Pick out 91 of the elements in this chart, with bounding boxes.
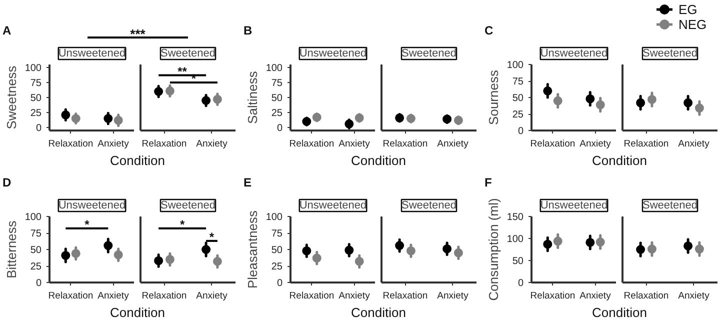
chart-title: D [2, 176, 12, 190]
y-tick-label: 50 [271, 245, 283, 256]
x-tick-label: Anxiety [196, 290, 228, 302]
x-tick-label: Anxiety [580, 138, 612, 150]
chart-subtitle: Unsweetened [58, 200, 126, 212]
x-axis-title: Condition [592, 153, 647, 168]
y-tick-label: 75 [271, 78, 283, 89]
y-tick-label: 75 [271, 228, 283, 240]
y-tick-label: 25 [30, 262, 42, 272]
y-tick-label: 100 [266, 63, 283, 74]
chart-subtitle: Unsweetened [58, 48, 126, 60]
y-axis-title: Saltiness [244, 70, 260, 124]
x-tick-label: Relaxation [624, 138, 669, 150]
chart-subtitle: Sweetened [160, 200, 216, 212]
legend-label: EG [678, 2, 698, 17]
chart-subtitle: Sweetened [401, 200, 457, 212]
x-tick-label: Anxiety [338, 290, 370, 302]
y-tick-label: 100 [24, 212, 42, 223]
chart-title: A [2, 24, 12, 38]
x-axis-title: Condition [351, 153, 406, 168]
y-tick-label: 0 [518, 278, 524, 289]
x-tick-label: Relaxation [142, 290, 187, 302]
y-tick-label: 0 [518, 126, 524, 137]
x-tick-label: Relaxation [382, 290, 428, 302]
x-tick-label: Relaxation [624, 290, 669, 302]
annotation: ** [178, 64, 188, 78]
legend-label: NEG [678, 17, 707, 32]
x-tick-label: Anxiety [338, 138, 370, 150]
y-tick-label: 50 [512, 256, 524, 267]
y-tick-label: 50 [30, 93, 42, 104]
y-tick-label: 0 [276, 278, 283, 289]
y-tick-label: 0 [36, 278, 42, 289]
annotation: * [209, 230, 214, 244]
y-tick-label: 50 [271, 93, 283, 104]
chart-title: F [484, 176, 492, 190]
chart-subtitle: Sweetened [642, 200, 698, 212]
chart-subtitle: Unsweetened [540, 200, 608, 212]
x-tick-label: Anxiety [437, 290, 469, 302]
chart-subtitle: Unsweetened [299, 200, 367, 212]
x-axis-title: Condition [110, 153, 165, 168]
y-tick-label: 75 [30, 228, 42, 240]
y-tick-label: 25 [271, 262, 283, 272]
y-axis-title: Consumption (ml) [486, 198, 501, 301]
chart-subtitle: Sweetened [401, 48, 457, 60]
x-tick-label: Anxiety [98, 290, 130, 302]
y-tick-label: 75 [30, 78, 42, 89]
x-tick-label: Anxiety [678, 290, 710, 302]
x-tick-label: Relaxation [289, 290, 334, 302]
y-axis-title: Sourness [486, 70, 501, 125]
x-axis-title: Condition [592, 305, 647, 320]
annotation: * [191, 72, 196, 86]
chart-title: B [244, 24, 252, 38]
y-axis-title: Bitterness [4, 220, 19, 278]
x-tick-label: Relaxation [48, 290, 94, 302]
x-tick-label: Anxiety [580, 290, 612, 302]
y-tick-label: 50 [30, 245, 42, 256]
x-tick-label: Relaxation [48, 138, 94, 150]
y-tick-label: 150 [506, 212, 524, 223]
chart-title: E [244, 176, 252, 190]
x-tick-label: Anxiety [98, 138, 130, 150]
chart-subtitle: Unsweetened [299, 48, 367, 60]
y-tick-label: 0 [36, 123, 42, 134]
y-tick-label: 0 [276, 123, 283, 134]
annotation: * [84, 217, 90, 232]
y-tick-label: 100 [266, 212, 283, 223]
y-tick-label: 25 [512, 110, 524, 120]
annotation: * [180, 217, 185, 232]
y-axis-title: Pleasantness [244, 210, 260, 289]
x-tick-label: Anxiety [437, 138, 469, 150]
x-tick-label: Anxiety [678, 138, 710, 150]
x-tick-label: Relaxation [530, 290, 576, 302]
y-tick-label: 25 [30, 108, 42, 119]
y-tick-label: 100 [506, 234, 524, 245]
chart-subtitle: Unsweetened [540, 48, 608, 60]
text: *** [130, 26, 146, 42]
chart-title: C [484, 24, 494, 38]
chart-subtitle: Sweetened [642, 48, 698, 60]
chart-subtitle: Sweetened [160, 48, 216, 60]
x-tick-label: Relaxation [382, 138, 428, 150]
x-tick-label: Relaxation [289, 138, 334, 150]
x-axis-title: Condition [351, 305, 406, 320]
y-tick-label: 100 [506, 60, 524, 71]
x-axis-title: Condition [110, 305, 165, 320]
y-tick-label: 75 [512, 76, 524, 88]
y-tick-label: 25 [271, 108, 283, 119]
x-tick-label: Relaxation [142, 138, 187, 150]
y-axis-title: Sweetness [4, 65, 19, 130]
x-tick-label: Anxiety [196, 138, 228, 150]
x-tick-label: Relaxation [530, 138, 576, 150]
y-tick-label: 100 [24, 63, 42, 74]
y-tick-label: 50 [512, 93, 524, 104]
